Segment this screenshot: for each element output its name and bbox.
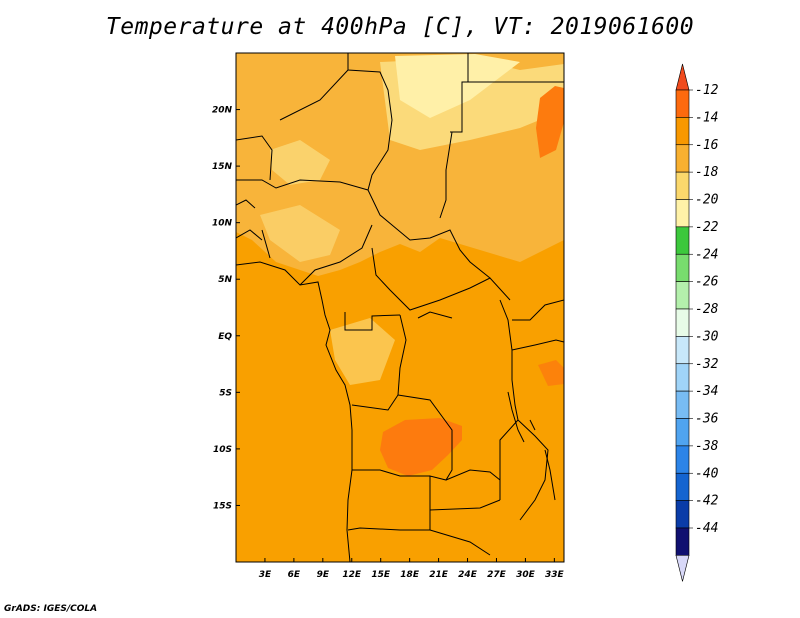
x-tick-label: 3E <box>259 570 272 580</box>
field-warm-patch <box>538 360 564 386</box>
grads-credit: GrADS: IGES/COLA <box>4 604 98 614</box>
map-frame <box>235 52 565 563</box>
y-tick-label: EQ <box>218 332 232 342</box>
x-tick-label: 30E <box>516 570 536 580</box>
map-title: Temperature at 400hPa [C], VT: 201906160… <box>105 14 695 40</box>
x-tick-label: 21E <box>429 570 449 580</box>
colorbar-segment <box>675 144 690 173</box>
colorbar-segment <box>675 117 690 146</box>
x-axis-ticks: 3E 6E 9E 12E 15E 18E 21E 24E 27E 30E 33E <box>259 558 565 580</box>
x-tick-label: 33E <box>545 570 565 580</box>
colorbar-segment <box>675 308 690 337</box>
field-warm-patch <box>380 418 462 476</box>
colorbar-segment <box>675 226 690 255</box>
y-tick-label: 10S <box>213 445 232 455</box>
x-tick-label: 18E <box>400 570 420 580</box>
temperature-field <box>236 53 564 562</box>
colorbar-segment <box>675 418 690 447</box>
colorbar-top-cap <box>675 63 690 91</box>
colorbar-label: -18 <box>695 165 719 180</box>
colorbar-segment <box>675 199 690 228</box>
x-tick-label: 12E <box>342 570 362 580</box>
colorbar-segment <box>675 527 690 556</box>
y-tick-label: 5S <box>219 388 232 398</box>
x-tick-label: 6E <box>288 570 301 580</box>
colorbar-bottom-cap <box>675 555 690 582</box>
country-borders <box>236 53 564 562</box>
colorbar-segment <box>675 253 690 282</box>
y-tick-label: 10N <box>212 219 233 229</box>
colorbar-segment <box>675 390 690 419</box>
colorbar-label: -12 <box>695 83 719 98</box>
colorbar-segment <box>675 500 690 529</box>
x-tick-label: 15E <box>371 570 391 580</box>
colorbar-label: -36 <box>695 412 719 427</box>
y-axis-ticks: 20N 15N 10N 5N EQ 5S 10S 15S <box>212 106 240 511</box>
colorbar-label: -14 <box>695 110 718 125</box>
colorbar-segment <box>675 171 690 200</box>
colorbar-label: -26 <box>695 275 719 290</box>
field-warm-patch <box>536 86 564 158</box>
y-tick-label: 15S <box>213 501 232 511</box>
x-tick-label: 27E <box>487 570 507 580</box>
y-tick-label: 5N <box>218 275 232 285</box>
colorbar-segment <box>675 472 690 501</box>
colorbar-label: -34 <box>695 384 718 399</box>
colorbar-label: -40 <box>695 466 719 481</box>
colorbar-label: -28 <box>695 302 719 317</box>
colorbar-segment <box>675 445 690 474</box>
field-patch <box>270 140 330 185</box>
y-tick-label: 20N <box>212 106 233 116</box>
colorbar-label: -42 <box>695 494 719 509</box>
colorbar: -12 -14 -16 -18 -20 -22 -24 -26 -28 -30 -32 -34 -36 -… <box>675 63 719 582</box>
colorbar-segment <box>675 363 690 392</box>
field-patch <box>330 318 395 385</box>
colorbar-segment <box>675 89 690 118</box>
field-patch <box>395 54 520 118</box>
x-tick-label: 24E <box>458 570 478 580</box>
colorbar-segment <box>675 281 690 310</box>
colorbar-label: -32 <box>695 357 719 372</box>
colorbar-label: -20 <box>695 193 719 208</box>
colorbar-label: -24 <box>695 247 718 262</box>
colorbar-label: -16 <box>695 138 719 153</box>
x-tick-label: 9E <box>317 570 330 580</box>
colorbar-label: -22 <box>695 220 719 235</box>
colorbar-label: -38 <box>695 439 719 454</box>
colorbar-segment <box>675 336 690 365</box>
field-patch <box>260 205 340 262</box>
colorbar-label: -44 <box>695 521 718 536</box>
y-tick-label: 15N <box>212 162 233 172</box>
colorbar-label: -30 <box>695 329 719 344</box>
